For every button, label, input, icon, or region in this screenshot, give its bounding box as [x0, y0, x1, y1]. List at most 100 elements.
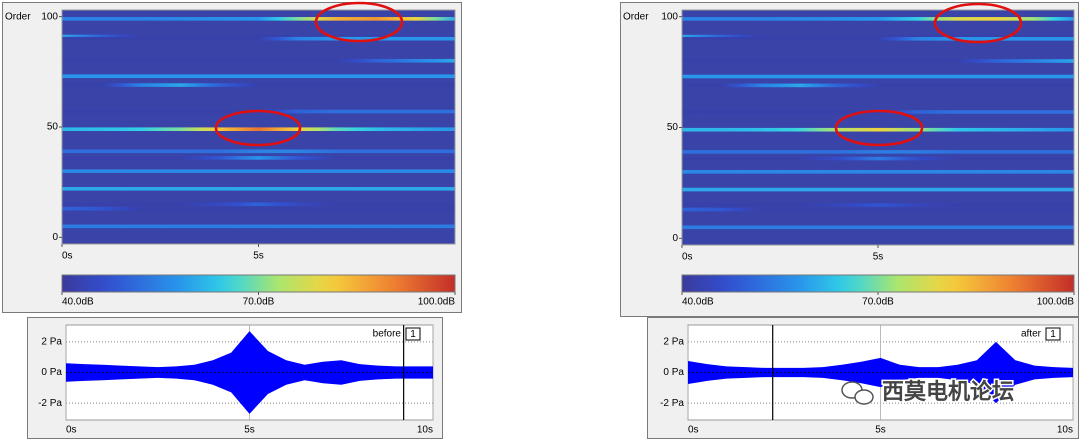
- heat-cell: [780, 110, 820, 114]
- heat-cell: [819, 37, 859, 41]
- heat-cell: [81, 224, 122, 229]
- heat-cell: [936, 110, 977, 114]
- heat-cell: [701, 225, 742, 230]
- annotations: 西莫电机论坛: [214, 1, 1023, 405]
- x-tick-label: 0s: [688, 425, 699, 436]
- heat-cell: [936, 127, 977, 132]
- heat-cell: [356, 58, 397, 63]
- heat-cell: [160, 202, 200, 207]
- heat-cell: [238, 36, 279, 41]
- heat-cell: [62, 149, 82, 154]
- heat-cell: [780, 156, 820, 161]
- heat-cell: [62, 109, 82, 114]
- heat-cell: [701, 170, 742, 174]
- heat-cell: [238, 149, 279, 154]
- heat-cell: [780, 59, 820, 63]
- heat-cell: [740, 127, 781, 132]
- heat-cell: [62, 58, 82, 63]
- y-tick-label: 0: [52, 232, 58, 243]
- heat-cell: [780, 74, 820, 79]
- heat-cell: [160, 36, 200, 41]
- heat-cell: [740, 207, 781, 212]
- heat-cell: [62, 36, 82, 41]
- heat-cell: [199, 109, 240, 114]
- heat-cell: [897, 170, 938, 174]
- heat-cell: [1015, 83, 1055, 88]
- heat-cell: [682, 74, 702, 79]
- envelope-lower: [688, 372, 1073, 404]
- heat-cell: [278, 36, 318, 41]
- heat-cell: [701, 83, 742, 88]
- heat-cell: [199, 224, 240, 229]
- heat-cell: [682, 59, 702, 63]
- heat-cell: [62, 202, 82, 207]
- heat-cell: [682, 150, 702, 154]
- heat-cell: [740, 156, 781, 161]
- heat-cell: [396, 34, 436, 39]
- heat-cell: [1015, 156, 1055, 161]
- heat-cell: [819, 74, 859, 79]
- heat-cell: [199, 17, 240, 21]
- heat-cell: [278, 187, 318, 191]
- heat-cell: [356, 206, 397, 211]
- heat-cell: [278, 34, 318, 39]
- heat-cell: [780, 83, 820, 88]
- legend-label: after: [1021, 329, 1042, 340]
- heat-cell: [160, 187, 200, 191]
- heat-cell: [976, 110, 1016, 114]
- heat-cell: [396, 74, 436, 79]
- heat-cell: [278, 202, 318, 207]
- heat-cell: [62, 187, 82, 191]
- heat-cell: [740, 225, 781, 230]
- heat-cell: [740, 170, 781, 174]
- heat-cell: [1015, 37, 1055, 41]
- heat-cell: [682, 37, 702, 41]
- heat-cell: [780, 37, 820, 41]
- highlight-ellipse: [933, 2, 1023, 44]
- heat-cell: [396, 224, 436, 229]
- heat-cell: [81, 17, 122, 21]
- heat-cell: [81, 206, 122, 211]
- heat-cell: [62, 17, 82, 21]
- y-tick-label: 2 Pa: [663, 336, 684, 347]
- colorbar-label: 70.0dB: [862, 297, 894, 308]
- heat-cell: [740, 187, 781, 192]
- heat-cell: [682, 17, 702, 21]
- heat-cell: [1054, 170, 1074, 174]
- heat-cell: [199, 83, 240, 87]
- heat-cell: [819, 34, 859, 39]
- heat-cell: [396, 58, 436, 63]
- heat-cell: [317, 187, 358, 191]
- heat-cell: [1015, 34, 1055, 39]
- y-tick-label: 100: [661, 11, 678, 22]
- heat-cell: [740, 37, 781, 41]
- heat-cell: [238, 58, 279, 63]
- heat-cell: [435, 206, 455, 211]
- legend-label: before: [373, 329, 402, 340]
- heat-cell: [160, 169, 200, 173]
- y-tick-label: 50: [47, 122, 59, 133]
- heat-cell: [780, 34, 820, 39]
- heat-cell: [199, 127, 240, 132]
- heat-cell: [356, 127, 397, 132]
- heat-cell: [1015, 74, 1055, 79]
- wechat-icon: [841, 381, 874, 405]
- heat-cell: [858, 83, 898, 88]
- heat-cell: [780, 207, 820, 212]
- heat-cell: [976, 37, 1016, 41]
- heat-cell: [81, 83, 122, 87]
- heat-cell: [701, 127, 742, 132]
- x-tick-label: 5s: [244, 425, 255, 436]
- heat-cell: [120, 169, 161, 173]
- heat-cell: [701, 59, 742, 63]
- heat-cell: [317, 206, 358, 211]
- heat-cell: [396, 36, 436, 41]
- heat-cell: [238, 74, 279, 79]
- heat-cell: [396, 17, 436, 21]
- heat-cell: [936, 187, 977, 192]
- heat-cell: [858, 74, 898, 79]
- heat-cell: [81, 127, 122, 132]
- colorbar-label: 40.0dB: [682, 297, 714, 308]
- heat-cell: [160, 206, 200, 211]
